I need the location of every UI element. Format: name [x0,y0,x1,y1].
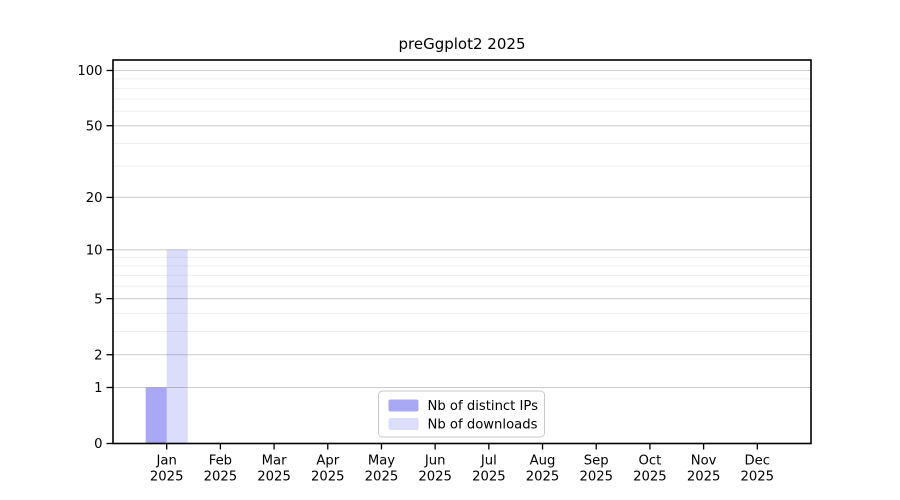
chart-title: preGgplot2 2025 [398,35,526,53]
x-tick-label-month: Feb [209,454,232,469]
bar-nb-of-distinct-ips-jan [145,387,167,444]
legend-label-nb-of-downloads: Nb of downloads [428,418,538,433]
x-tick-label-year: 2025 [365,470,399,485]
x-tick-label-month: Nov [691,454,717,469]
x-tick-label-year: 2025 [633,470,667,485]
y-tick-label: 10 [86,243,103,258]
y-tick-label: 2 [94,348,102,363]
x-tick-label-month: Jul [480,454,497,469]
x-tick-label-year: 2025 [526,470,560,485]
y-tick-label: 50 [86,119,103,134]
x-tick-label-year: 2025 [687,470,721,485]
x-tick-label-month: Jun [424,454,446,469]
x-tick-label-month: Jan [156,454,177,469]
x-tick-label-year: 2025 [579,470,613,485]
y-tick-label: 0 [94,437,102,452]
x-tick-label-year: 2025 [204,470,238,485]
x-tick-label-year: 2025 [257,470,291,485]
x-tick-label-year: 2025 [472,470,506,485]
x-tick-label-month: Aug [530,454,556,469]
legend-swatch-nb-of-downloads [388,418,419,430]
x-tick-label-month: Sep [584,454,609,469]
x-tick-label-year: 2025 [311,470,345,485]
bar-nb-of-downloads-jan [166,249,188,444]
legend-label-nb-of-distinct-ips: Nb of distinct IPs [428,399,539,414]
x-tick-label-year: 2025 [150,470,184,485]
x-tick-label-month: May [368,454,395,469]
x-tick-label-year: 2025 [418,470,452,485]
x-tick-label-month: Dec [745,454,771,469]
plot-border [112,59,812,445]
x-tick-label-month: Mar [262,454,287,469]
x-tick-label-month: Apr [316,454,339,469]
y-tick-label: 20 [86,191,103,206]
legend [378,390,545,438]
x-tick-label-year: 2025 [741,470,775,485]
y-tick-label: 1 [94,381,102,396]
y-tick-label: 100 [77,64,102,79]
x-tick-label-month: Oct [639,454,662,469]
y-tick-label: 5 [94,292,102,307]
legend-swatch-nb-of-distinct-ips [388,399,419,412]
